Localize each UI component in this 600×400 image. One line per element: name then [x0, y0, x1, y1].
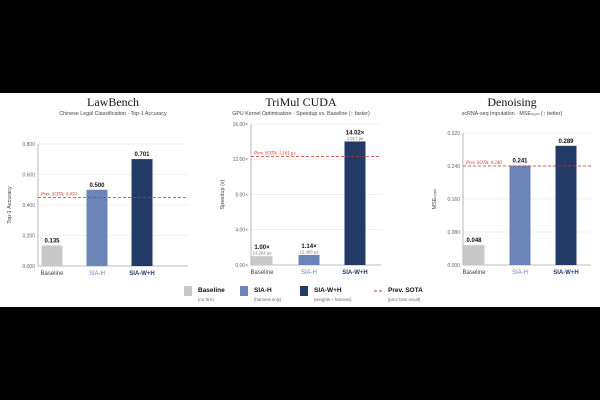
y-tick-label: 0.400	[22, 203, 35, 209]
chart-title: LawBench	[87, 95, 139, 109]
y-tick-label: 0.200	[22, 233, 35, 239]
y-axis-label: Top-1 Accuracy	[7, 186, 13, 224]
chart-title: Denoising	[487, 95, 536, 109]
chart-subtitle: GPU Kernel Optimisation · Speedup vs. Ba…	[232, 111, 370, 117]
legend-label: SIA-W+H	[314, 287, 342, 294]
bar-2	[344, 141, 366, 265]
legend-label: SIA-H	[254, 287, 272, 294]
bar-sub-label: 14,204 µs	[253, 251, 272, 256]
bar-2	[555, 145, 577, 265]
x-category-label: SIA-W+H	[553, 270, 579, 276]
x-category-label: Baseline	[40, 271, 64, 277]
bar-value-label: 0.135	[44, 238, 60, 244]
bar-value-label: 1.00×	[254, 245, 270, 251]
x-category-label: SIA-H	[301, 270, 317, 276]
x-category-label: Baseline	[462, 270, 486, 276]
bar-sub-label: 1,017 µs	[347, 136, 364, 141]
y-tick-label: 0.240	[447, 164, 460, 170]
y-tick-label: 0.080	[447, 230, 460, 236]
bar-value-label: 0.241	[512, 159, 528, 165]
chart-figure: LawBench Chinese Legal Classification · T…	[7, 95, 591, 302]
y-tick-label: 12.00×	[233, 157, 249, 163]
y-tick-label: 0.00×	[235, 263, 248, 269]
chart-subtitle: Chinese Legal Classification · Top-1 Acc…	[59, 111, 167, 117]
x-category-label: SIA-H	[512, 270, 528, 276]
legend-label: Baseline	[198, 287, 225, 294]
bar-value-label: 1.14×	[301, 244, 317, 250]
x-category-label: SIA-W+H	[342, 270, 368, 276]
legend-sublabel: (weights + harness)	[314, 297, 352, 302]
x-category-label: Baseline	[250, 270, 274, 276]
sota-label: Prev. SOTA: 1,161 µs	[253, 152, 296, 157]
sota-label: Prev. SOTA: 0.450	[40, 192, 77, 197]
bar-1	[86, 189, 108, 266]
bar-2	[131, 159, 153, 266]
bar-value-label: 0.289	[558, 139, 574, 145]
bar-1	[509, 165, 531, 265]
legend-swatch	[300, 286, 308, 296]
bar-0	[251, 256, 273, 265]
bar-0	[41, 245, 63, 266]
y-tick-label: 0.160	[447, 197, 460, 203]
x-category-label: SIA-W+H	[129, 271, 155, 277]
bar-sub-label: 12,483 µs	[300, 249, 319, 254]
chart-subtitle: scRNA-seq Imputation · MSEₙₒᵣₘ (↑ better…	[462, 111, 563, 117]
y-tick-label: 0.000	[447, 263, 460, 269]
x-category-label: SIA-H	[89, 271, 105, 277]
bar-1	[298, 254, 320, 265]
y-tick-label: 0.800	[22, 142, 35, 148]
legend-sublabel: (no SIA)	[198, 297, 214, 302]
y-tick-label: 0.320	[447, 131, 460, 137]
bar-value-label: 0.500	[89, 183, 105, 189]
y-tick-label: 0.000	[22, 264, 35, 270]
y-tick-label: 4.00×	[235, 228, 248, 234]
chart-title: TriMul CUDA	[265, 95, 337, 109]
sota-label: Prev. SOTA: 0.240	[465, 161, 502, 166]
bar-value-label: 0.048	[466, 238, 482, 244]
bar-0	[463, 245, 485, 265]
y-tick-label: 8.00×	[235, 192, 248, 198]
legend-swatch	[184, 286, 192, 296]
bar-value-label: 14.02×	[346, 130, 365, 136]
bar-value-label: 0.701	[134, 152, 150, 158]
legend-sublabel: (prior best result)	[388, 297, 421, 302]
figure-panel: LawBench Chinese Legal Classification · T…	[0, 93, 600, 307]
y-tick-label: 0.600	[22, 172, 35, 178]
y-axis-label: Speedup (x)	[220, 179, 226, 209]
legend-sublabel: (harness only)	[254, 297, 282, 302]
y-axis-label: MSEₙₒᵣₘ	[432, 188, 438, 210]
y-tick-label: 16.00×	[233, 122, 249, 128]
legend-label: Prev. SOTA	[388, 287, 423, 294]
legend-swatch	[240, 286, 248, 296]
